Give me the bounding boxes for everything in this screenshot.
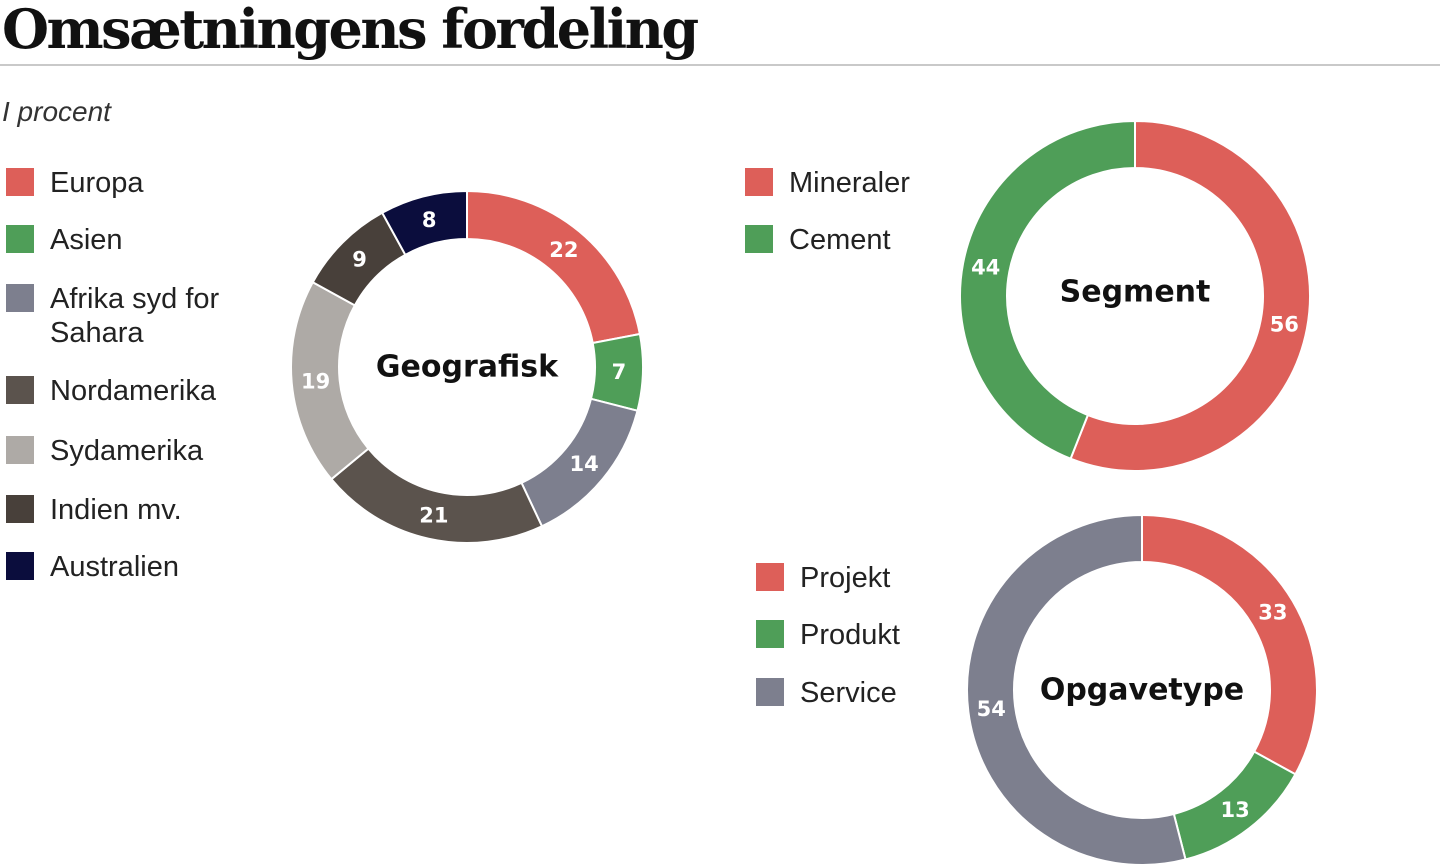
page-title: Omsætningens fordeling (2, 0, 699, 61)
legend-item: Asien (6, 223, 250, 257)
legend-label: Sydamerika (50, 435, 204, 467)
legend-item: Mineraler (745, 166, 910, 200)
legend-item: Indien mv. (6, 493, 250, 527)
slice-value-label: 14 (570, 452, 599, 476)
legend-item: Projekt (756, 561, 890, 595)
legend-swatch (756, 678, 784, 706)
legend-swatch (6, 552, 34, 580)
donut-slice (466, 189, 642, 345)
legend-label: Projekt (800, 562, 891, 594)
legend-label: Service (800, 677, 897, 709)
donut-title: Geografisk (376, 350, 559, 385)
donut-slice (329, 447, 544, 544)
legend-item: Australien (6, 550, 250, 584)
legend-swatch (756, 563, 784, 591)
donut-slice (1141, 513, 1318, 776)
donut-title: Opgavetype (1040, 673, 1244, 708)
donut-slice (1069, 119, 1312, 472)
title-divider (0, 64, 1440, 66)
legend-swatch (745, 168, 773, 196)
legend-swatch (6, 495, 34, 523)
legend-swatch (745, 225, 773, 253)
legend-swatch (6, 376, 34, 404)
legend-label: Cement (789, 224, 891, 256)
slice-value-label: 19 (301, 369, 330, 393)
legend-item: Afrika syd for Sahara (6, 282, 250, 350)
slice-value-label: 21 (419, 503, 448, 527)
legend-label: Australien (50, 551, 179, 583)
legend-swatch (6, 168, 34, 196)
slice-value-label: 7 (612, 360, 627, 384)
legend-label: Afrika syd for Sahara (50, 283, 220, 349)
legend-item: Service (756, 676, 897, 710)
slice-value-label: 33 (1258, 601, 1287, 625)
legend-label: Mineraler (789, 167, 910, 199)
legend-swatch (756, 620, 784, 648)
slice-value-label: 54 (977, 697, 1006, 721)
donut-slice (965, 513, 1187, 866)
slice-value-label: 56 (1270, 312, 1299, 336)
legend-swatch (6, 284, 34, 312)
legend-label: Indien mv. (50, 494, 182, 526)
donut-slice (959, 119, 1136, 461)
legend-item: Produkt (756, 618, 900, 652)
legend-item: Sydamerika (6, 434, 250, 468)
slice-value-label: 44 (971, 256, 1000, 280)
donut-slice (380, 189, 468, 257)
legend-item: Nordamerika (6, 374, 250, 408)
slice-value-label: 8 (422, 208, 437, 232)
legend-item: Europa (6, 166, 250, 200)
legend-swatch (6, 225, 34, 253)
slice-value-label: 13 (1221, 798, 1250, 822)
slice-value-label: 22 (549, 238, 578, 262)
legend-label: Asien (50, 224, 123, 256)
legend-item: Cement (745, 223, 891, 257)
legend-label: Europa (50, 167, 144, 199)
legend-swatch (6, 436, 34, 464)
slice-value-label: 9 (352, 248, 367, 272)
donut-title: Segment (1060, 275, 1211, 310)
legend-label: Nordamerika (50, 375, 216, 407)
subtitle: I procent (2, 96, 111, 127)
legend-label: Produkt (800, 619, 900, 651)
